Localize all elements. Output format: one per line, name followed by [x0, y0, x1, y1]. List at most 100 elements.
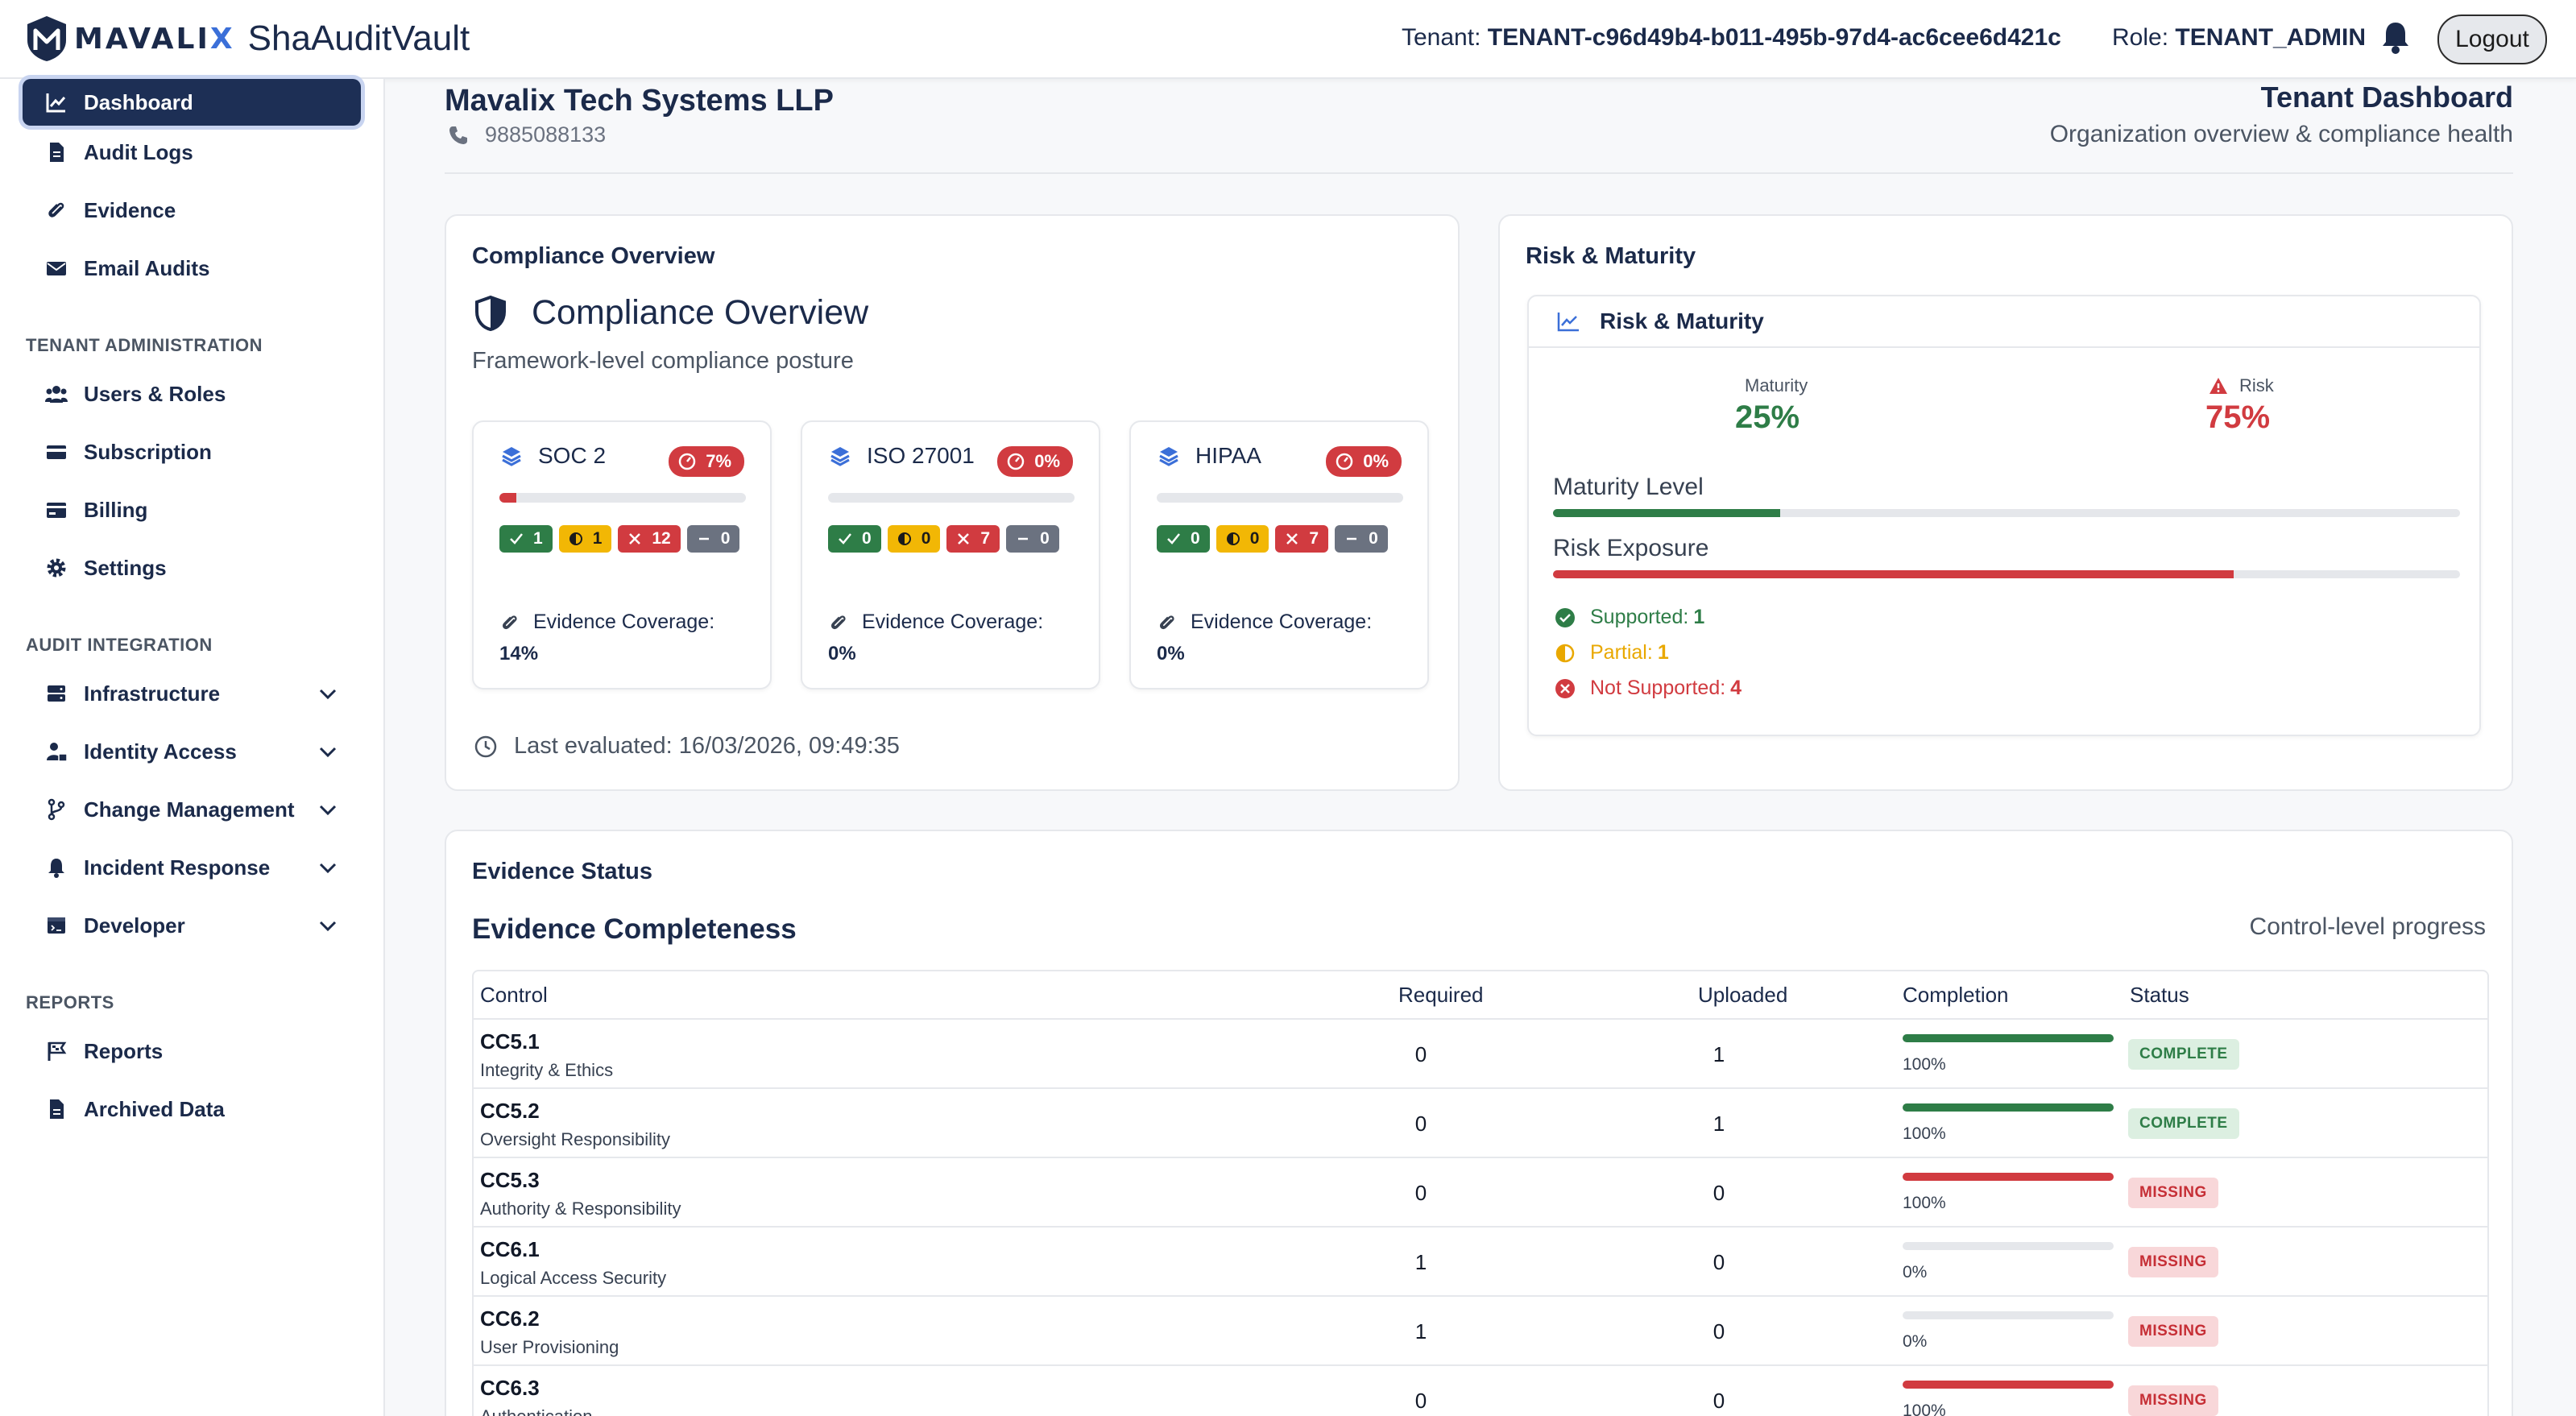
required-count: 1 — [1414, 1250, 1427, 1274]
control-name: Authentication — [480, 1406, 592, 1416]
sidebar-item-infrastructure[interactable]: Infrastructure — [23, 670, 361, 717]
notification-bell-icon[interactable] — [2379, 19, 2412, 55]
sidebar-item-reports[interactable]: Reports — [23, 1028, 361, 1074]
sidebar-item-change-management[interactable]: Change Management — [23, 786, 361, 833]
table-row[interactable]: CC6.1 Logical Access Security 1 0 0% MISSING — [474, 1226, 2487, 1295]
sidebar-item-subscription[interactable]: Subscription — [23, 429, 361, 475]
chevron-down-icon[interactable] — [317, 917, 338, 934]
chevron-down-icon[interactable] — [317, 859, 338, 876]
archive-icon — [50, 1099, 64, 1119]
logout-button[interactable]: Logout — [2437, 14, 2547, 64]
half-circle-icon — [1226, 532, 1240, 545]
na-chip: 0 — [1006, 525, 1059, 553]
chart-line-icon — [46, 93, 66, 113]
clock-icon — [474, 735, 497, 757]
paperclip-icon — [502, 615, 517, 629]
completion-bar — [1903, 1242, 2114, 1250]
sidebar-item-email-audits[interactable]: Email Audits — [23, 245, 361, 292]
evidence-coverage: Evidence Coverage: — [828, 611, 1043, 634]
maturity-value: 25% — [1735, 400, 1800, 435]
table-row[interactable]: CC6.2 User Provisioning 1 0 0% MISSING — [474, 1295, 2487, 1364]
page-title: Tenant Dashboard — [2260, 81, 2513, 114]
framework-card-soc2[interactable]: SOC 2 7% 1 1 12 0 Evidence Coverage: 14% — [472, 420, 772, 689]
sidebar-item-developer[interactable]: Developer — [23, 902, 361, 949]
risk-exposure-bar — [1553, 570, 2460, 578]
table-row[interactable]: CC5.3 Authority & Responsibility 0 0 100% MIS… — [474, 1157, 2487, 1226]
sidebar-item-label: Subscription — [84, 439, 212, 464]
last-evaluated: Last evaluated: 16/03/2026, 09:49:35 — [474, 733, 900, 760]
tenant-label: Tenant: — [1402, 24, 1481, 51]
coverage-value: 14% — [499, 643, 539, 665]
failed-count: 7 — [1309, 529, 1319, 548]
phone-icon — [449, 126, 467, 144]
layers-icon — [502, 447, 521, 466]
partial-count: 0 — [921, 529, 931, 548]
completion-percent: 100% — [1903, 1055, 1946, 1074]
paperclip-icon — [830, 615, 846, 629]
completion-bar — [1903, 1173, 2114, 1181]
completion-percent: 0% — [1903, 1332, 1928, 1351]
chevron-down-icon[interactable] — [317, 743, 338, 760]
failed-chip: 12 — [618, 525, 681, 553]
gauge-icon — [678, 453, 696, 470]
framework-percent-badge: 7% — [669, 446, 744, 477]
uploaded-count: 0 — [1713, 1250, 1725, 1274]
partial-count: 1 — [1657, 641, 1669, 664]
framework-progress-fill — [499, 493, 517, 503]
sidebar-item-users-roles[interactable]: Users & Roles — [23, 371, 361, 417]
sidebar-item-label: Dashboard — [84, 89, 193, 114]
maturity-label-text: Maturity — [1745, 375, 1808, 395]
sidebar-item-identity-access[interactable]: Identity Access — [23, 728, 361, 775]
col-completion: Completion — [1903, 982, 2009, 1007]
completion-fill — [1903, 1034, 2114, 1042]
partial-chip: 0 — [887, 525, 941, 553]
sidebar-item-audit-logs[interactable]: Audit Logs — [23, 129, 361, 176]
control-code: CC6.2 — [480, 1306, 540, 1331]
framework-card-hipaa[interactable]: HIPAA 0% 0 0 7 0 Evidence Coverage: 0% — [1129, 420, 1429, 689]
passed-chip: 0 — [828, 525, 881, 553]
chevron-down-icon[interactable] — [317, 801, 338, 818]
passed-count: 0 — [1191, 529, 1200, 548]
completion-bar — [1903, 1103, 2114, 1112]
coverage-label: Evidence Coverage: — [533, 611, 715, 633]
completion-fill — [1903, 1103, 2114, 1112]
sidebar-item-label: Email Audits — [84, 255, 210, 280]
status-badge: MISSING — [2128, 1178, 2218, 1208]
sidebar-item-label: Change Management — [84, 797, 295, 822]
risk-value: 75% — [2205, 400, 2271, 435]
table-row[interactable]: CC5.1 Integrity & Ethics 0 1 100% COMPLETE — [474, 1018, 2487, 1087]
section-reports: REPORTS — [26, 992, 114, 1012]
failed-chip: 7 — [946, 525, 1000, 553]
sidebar-item-archived-data[interactable]: Archived Data — [23, 1086, 361, 1132]
sidebar-item-settings[interactable]: Settings — [23, 544, 361, 591]
table-row[interactable]: CC6.3 Authentication 0 0 100% MISSING — [474, 1364, 2487, 1416]
sidebar-item-label: Reports — [84, 1038, 164, 1063]
col-status: Status — [2130, 982, 2189, 1007]
framework-percent: 0% — [1363, 451, 1389, 471]
table-row[interactable]: CC5.2 Oversight Responsibility 0 1 100% COMPL… — [474, 1087, 2487, 1157]
failed-count: 12 — [652, 529, 671, 548]
chevron-down-icon[interactable] — [317, 685, 338, 702]
server-icon — [48, 685, 65, 702]
framework-card-iso27001[interactable]: ISO 27001 0% 0 0 7 0 Evidence Coverage: 0% — [801, 420, 1100, 689]
sidebar-item-dashboard[interactable]: Dashboard — [23, 79, 361, 126]
completion-bar — [1903, 1034, 2114, 1042]
sidebar-item-incident-response[interactable]: Incident Response — [23, 844, 361, 891]
organization-phone: 9885088133 — [448, 122, 606, 147]
chart-line-icon — [1557, 313, 1579, 332]
sidebar-item-evidence[interactable]: Evidence — [23, 187, 361, 234]
coverage-label: Evidence Coverage: — [862, 611, 1044, 633]
dev-icon — [48, 917, 65, 934]
required-count: 0 — [1414, 1389, 1427, 1413]
sidebar-item-billing[interactable]: Billing — [23, 486, 361, 533]
coverage-value: 0% — [1157, 643, 1185, 665]
completion-percent: 100% — [1903, 1124, 1946, 1143]
layers-icon — [830, 447, 850, 466]
completion-fill — [1903, 1381, 2114, 1389]
sidebar-item-label: Billing — [84, 497, 148, 522]
brand-logo[interactable]: MAVALIX ShaAuditVault — [24, 14, 470, 63]
evidence-right-label: Control-level progress — [2249, 913, 2486, 940]
control-name: Integrity & Ethics — [480, 1060, 614, 1080]
brand-name: MAVALIX — [74, 22, 235, 56]
evidence-table: Control Required Uploaded Completion Sta… — [472, 970, 2489, 1416]
